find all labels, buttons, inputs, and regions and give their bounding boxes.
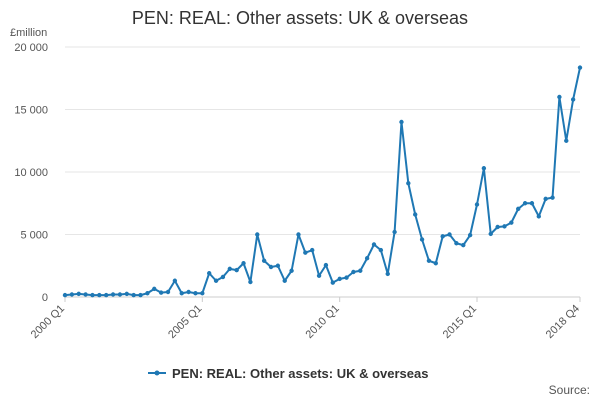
data-point[interactable] bbox=[172, 278, 178, 283]
legend-label: PEN: REAL: Other assets: UK & overseas bbox=[172, 366, 428, 381]
data-point[interactable] bbox=[207, 271, 212, 276]
data-point[interactable] bbox=[165, 289, 171, 295]
data-point[interactable] bbox=[516, 206, 521, 212]
data-point[interactable] bbox=[371, 242, 377, 247]
data-point[interactable] bbox=[138, 292, 143, 298]
data-point[interactable] bbox=[76, 291, 81, 297]
data-point[interactable] bbox=[351, 269, 356, 275]
data-point[interactable] bbox=[179, 291, 184, 296]
data-point[interactable] bbox=[158, 290, 164, 295]
data-point[interactable] bbox=[97, 292, 102, 298]
x-tick-label: 2000 Q1 bbox=[29, 303, 67, 341]
y-tick-label: 10 000 bbox=[14, 167, 48, 179]
data-point[interactable] bbox=[275, 263, 281, 268]
data-point[interactable] bbox=[550, 195, 555, 200]
data-point[interactable] bbox=[316, 273, 322, 278]
data-point[interactable] bbox=[344, 275, 349, 280]
data-point[interactable] bbox=[289, 268, 294, 273]
y-tick-label: 20 000 bbox=[14, 42, 48, 54]
data-point[interactable] bbox=[213, 278, 219, 283]
x-tick-label: 2015 Q1 bbox=[441, 303, 479, 341]
data-point[interactable] bbox=[564, 138, 569, 143]
data-point[interactable] bbox=[310, 247, 315, 253]
legend[interactable]: PEN: REAL: Other assets: UK & overseas bbox=[148, 366, 428, 381]
data-point[interactable] bbox=[433, 261, 438, 266]
data-point[interactable] bbox=[261, 258, 267, 263]
data-point[interactable] bbox=[227, 266, 232, 272]
series-layer bbox=[62, 65, 583, 298]
y-tick-label: 5 000 bbox=[20, 230, 48, 242]
data-point[interactable] bbox=[364, 256, 370, 261]
data-point[interactable] bbox=[509, 220, 514, 225]
data-point[interactable] bbox=[83, 292, 88, 297]
data-point[interactable] bbox=[406, 181, 411, 186]
data-point[interactable] bbox=[413, 212, 418, 217]
source-label: Source: bbox=[549, 383, 590, 397]
data-point[interactable] bbox=[426, 258, 432, 263]
data-point[interactable] bbox=[69, 292, 75, 297]
data-point[interactable] bbox=[447, 232, 452, 237]
data-point[interactable] bbox=[454, 241, 459, 246]
data-point[interactable] bbox=[557, 94, 562, 100]
data-point[interactable] bbox=[474, 202, 480, 207]
y-axis-ticks: 0 5 000 10 000 15 000 20 000 bbox=[14, 42, 48, 304]
x-tick-label: 2005 Q1 bbox=[166, 303, 204, 341]
data-point[interactable] bbox=[220, 274, 226, 280]
data-point[interactable] bbox=[145, 291, 150, 296]
data-point[interactable] bbox=[303, 250, 308, 255]
data-point[interactable] bbox=[268, 264, 274, 270]
data-point[interactable] bbox=[110, 292, 116, 297]
data-point[interactable] bbox=[131, 292, 136, 298]
data-point[interactable] bbox=[378, 247, 384, 253]
gridlines bbox=[65, 46, 580, 298]
series-line bbox=[64, 67, 581, 297]
data-point[interactable] bbox=[255, 232, 260, 237]
x-tick-label: 2018 Q4 bbox=[544, 303, 582, 341]
data-point[interactable] bbox=[461, 242, 466, 248]
y-tick-label: 15 000 bbox=[14, 105, 48, 117]
data-point[interactable] bbox=[481, 166, 487, 171]
data-point[interactable] bbox=[419, 237, 425, 242]
data-point[interactable] bbox=[385, 271, 390, 277]
data-point[interactable] bbox=[543, 196, 548, 202]
data-point[interactable] bbox=[570, 97, 576, 102]
data-point[interactable] bbox=[234, 267, 239, 273]
data-point[interactable] bbox=[529, 201, 535, 206]
x-axis-ticks: 2000 Q1 2005 Q1 2010 Q1 2015 Q1 2018 Q4 bbox=[29, 297, 582, 341]
data-point[interactable] bbox=[467, 232, 473, 238]
data-point[interactable] bbox=[488, 231, 493, 237]
data-point[interactable] bbox=[200, 291, 205, 296]
data-point[interactable] bbox=[358, 268, 363, 273]
data-point[interactable] bbox=[330, 280, 335, 285]
data-point[interactable] bbox=[392, 229, 397, 235]
data-point[interactable] bbox=[337, 276, 342, 282]
data-point[interactable] bbox=[440, 234, 445, 239]
x-tick-label: 2010 Q1 bbox=[303, 303, 341, 341]
data-point[interactable] bbox=[282, 278, 287, 283]
data-point[interactable] bbox=[296, 232, 301, 237]
data-point[interactable] bbox=[124, 291, 129, 297]
data-point[interactable] bbox=[117, 292, 123, 297]
data-point[interactable] bbox=[248, 279, 253, 285]
data-point[interactable] bbox=[536, 214, 541, 219]
data-point[interactable] bbox=[577, 65, 583, 70]
data-point[interactable] bbox=[104, 292, 109, 298]
data-point[interactable] bbox=[241, 261, 246, 266]
data-point[interactable] bbox=[62, 292, 68, 298]
y-axis-unit-label: £million bbox=[10, 27, 47, 39]
y-tick-label: 0 bbox=[42, 292, 48, 304]
data-point[interactable] bbox=[323, 262, 329, 268]
data-point[interactable] bbox=[186, 289, 191, 295]
data-point[interactable] bbox=[90, 292, 95, 298]
data-point[interactable] bbox=[193, 291, 198, 296]
data-point[interactable] bbox=[399, 119, 404, 125]
chart-title: PEN: REAL: Other assets: UK & overseas bbox=[132, 8, 468, 28]
data-point[interactable] bbox=[152, 286, 157, 292]
data-point[interactable] bbox=[502, 224, 507, 229]
data-point[interactable] bbox=[522, 201, 528, 206]
data-point[interactable] bbox=[495, 224, 500, 230]
legend-marker-swatch bbox=[154, 370, 160, 376]
